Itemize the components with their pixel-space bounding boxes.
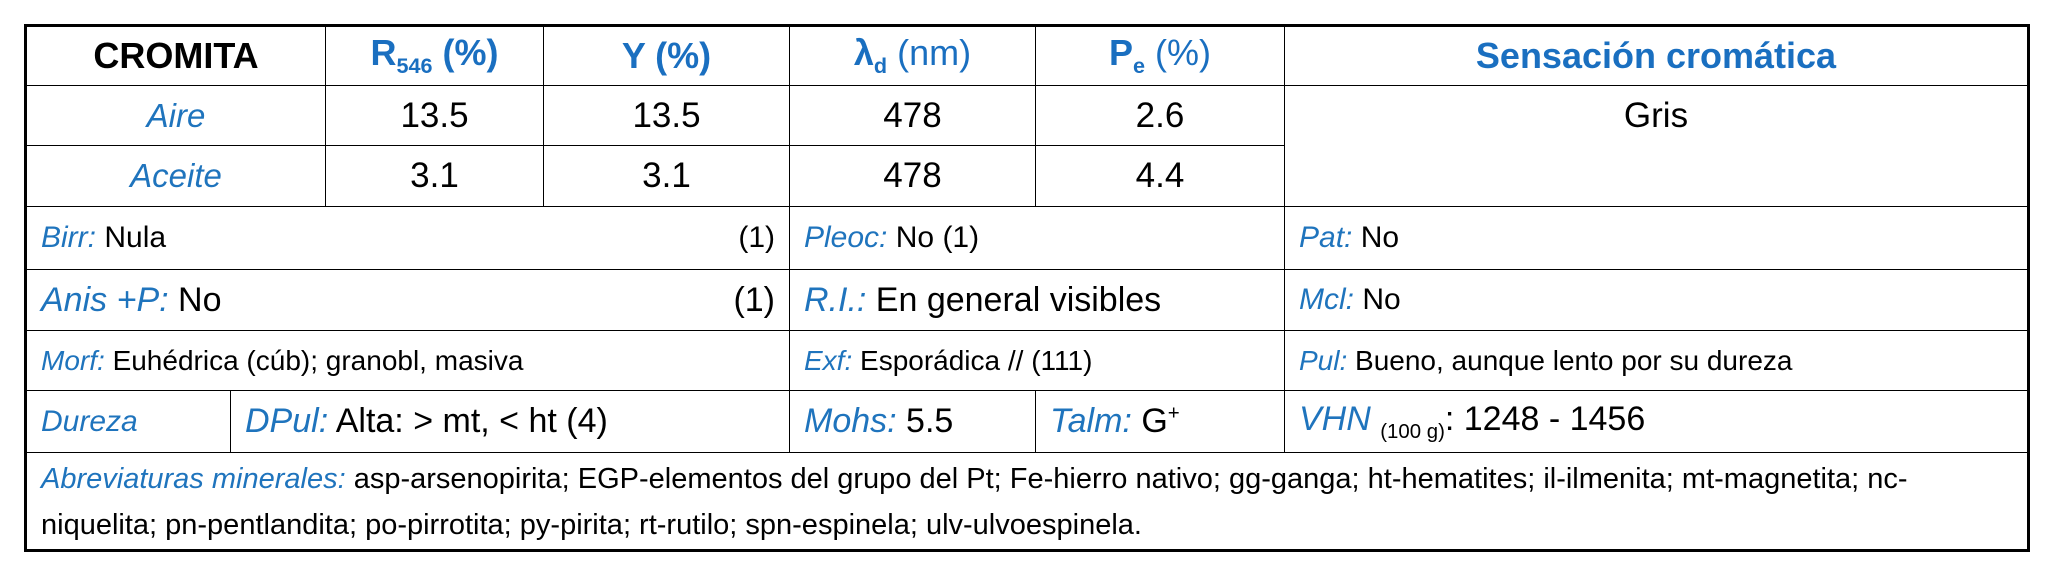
sensation-header: Sensación cromática <box>1284 25 2029 86</box>
value: Alta: > mt, < ht <box>335 402 557 440</box>
value: No <box>895 221 935 254</box>
value: No <box>1362 283 1401 316</box>
value: Bueno, aunque lento por su dureza <box>1355 344 1793 376</box>
label: Pul: <box>1299 344 1348 376</box>
exf: Exf: Esporádica // (111) <box>789 330 1285 391</box>
unit: (%) <box>1145 32 1212 74</box>
label: Morf: <box>41 344 105 376</box>
property-row: Dureza DPul: Alta: > mt, < ht (4) Mohs: … <box>25 390 2029 453</box>
y-header: Y (%) <box>543 25 790 86</box>
property-row: Birr: Nula (1) Pleoc: No (1) Pat: No <box>25 206 2029 270</box>
value: 3.1 <box>543 145 790 207</box>
abbreviations: Abreviaturas minerales: asp-arsenopirita… <box>25 452 2029 551</box>
data-row: Aire 13.5 13.5 478 2.6 Gris <box>25 85 2029 207</box>
unit: (%) <box>432 32 499 74</box>
ref: (1) <box>733 280 775 319</box>
value: En general visibles <box>875 280 1162 319</box>
mineral-name: CROMITA <box>25 25 326 86</box>
label: Birr: <box>41 221 96 254</box>
value: 13.5 <box>543 85 790 146</box>
text: asp-arsenopirita; EGP-elementos del grup… <box>41 463 1908 541</box>
pe-header: Pe (%) <box>1035 25 1285 86</box>
subscript: 546 <box>396 53 433 79</box>
value: 4.4 <box>1035 145 1285 207</box>
superscript: + <box>1167 402 1180 425</box>
ri: R.I.: En general visibles <box>789 269 1285 331</box>
value: 3.1 <box>325 145 544 207</box>
header-row: CROMITA R546 (%) Y (%) λd (nm) Pe (%) Se… <box>25 25 2029 86</box>
talm: Talm: G+ <box>1035 390 1285 453</box>
label: R.I.: <box>804 280 867 319</box>
value: Esporádica // (111) <box>860 344 1093 376</box>
value: 2.6 <box>1035 85 1285 146</box>
value: 1248 - 1456 <box>1463 399 1646 438</box>
morf: Morf: Euhédrica (cúb); granobl, masiva <box>25 330 790 391</box>
symbol: R <box>370 32 397 74</box>
pul: Pul: Bueno, aunque lento por su dureza <box>1284 330 2029 391</box>
unit: (nm) <box>887 32 972 74</box>
dpul: DPul: Alta: > mt, < ht (4) <box>230 390 790 453</box>
label: Mohs: <box>804 402 897 440</box>
sensation-value: Gris <box>1284 85 2029 207</box>
subscript: (100 g) <box>1380 420 1445 443</box>
anis: Anis +P: No (1) <box>25 269 790 331</box>
property-row: Anis +P: No (1) R.I.: En general visibles… <box>25 269 2029 331</box>
medium: Aceite <box>25 145 326 207</box>
value: G <box>1141 402 1168 440</box>
birr: Birr: Nula (1) <box>25 206 790 270</box>
subscript: d <box>873 53 888 79</box>
label: Mcl: <box>1299 283 1354 316</box>
pat: Pat: No <box>1284 206 2029 270</box>
symbol: λ <box>853 32 874 74</box>
pleoc: Pleoc: No (1) <box>789 206 1285 270</box>
label: Talm: <box>1050 402 1132 440</box>
value: 13.5 <box>325 85 544 146</box>
mcl: Mcl: No <box>1284 269 2029 331</box>
label: Pleoc: <box>804 221 888 254</box>
dureza: Dureza <box>25 390 231 453</box>
label: Abreviaturas minerales: <box>41 463 346 495</box>
subscript: e <box>1133 53 1146 79</box>
value: No <box>1360 221 1400 254</box>
ref: (1) <box>942 221 980 254</box>
separator: : <box>1444 399 1455 438</box>
lambda-header: λd (nm) <box>789 25 1036 86</box>
value: 478 <box>789 85 1036 146</box>
label: Pat: <box>1299 221 1353 254</box>
property-row: Morf: Euhédrica (cúb); granobl, masiva E… <box>25 330 2029 391</box>
ref: (4) <box>566 402 608 440</box>
vhn: VHN (100 g): 1248 - 1456 <box>1284 390 2029 453</box>
label: VHN <box>1299 399 1371 438</box>
label: Exf: <box>804 344 853 376</box>
value: No <box>178 280 222 319</box>
mohs: Mohs: 5.5 <box>789 390 1036 453</box>
value: 478 <box>789 145 1036 207</box>
label: Anis +P: <box>41 280 169 319</box>
mineral-table: CROMITA R546 (%) Y (%) λd (nm) Pe (%) Se… <box>24 24 2030 552</box>
symbol: P <box>1108 32 1133 74</box>
label: DPul: <box>245 402 329 440</box>
medium: Aire <box>25 85 326 146</box>
ref: (1) <box>738 221 775 254</box>
value: 5.5 <box>906 402 954 440</box>
reflectance-header: R546 (%) <box>325 25 544 86</box>
value: Euhédrica (cúb); granobl, masiva <box>112 344 524 376</box>
value: Nula <box>104 221 167 254</box>
abbreviations-row: Abreviaturas minerales: asp-arsenopirita… <box>25 452 2029 551</box>
